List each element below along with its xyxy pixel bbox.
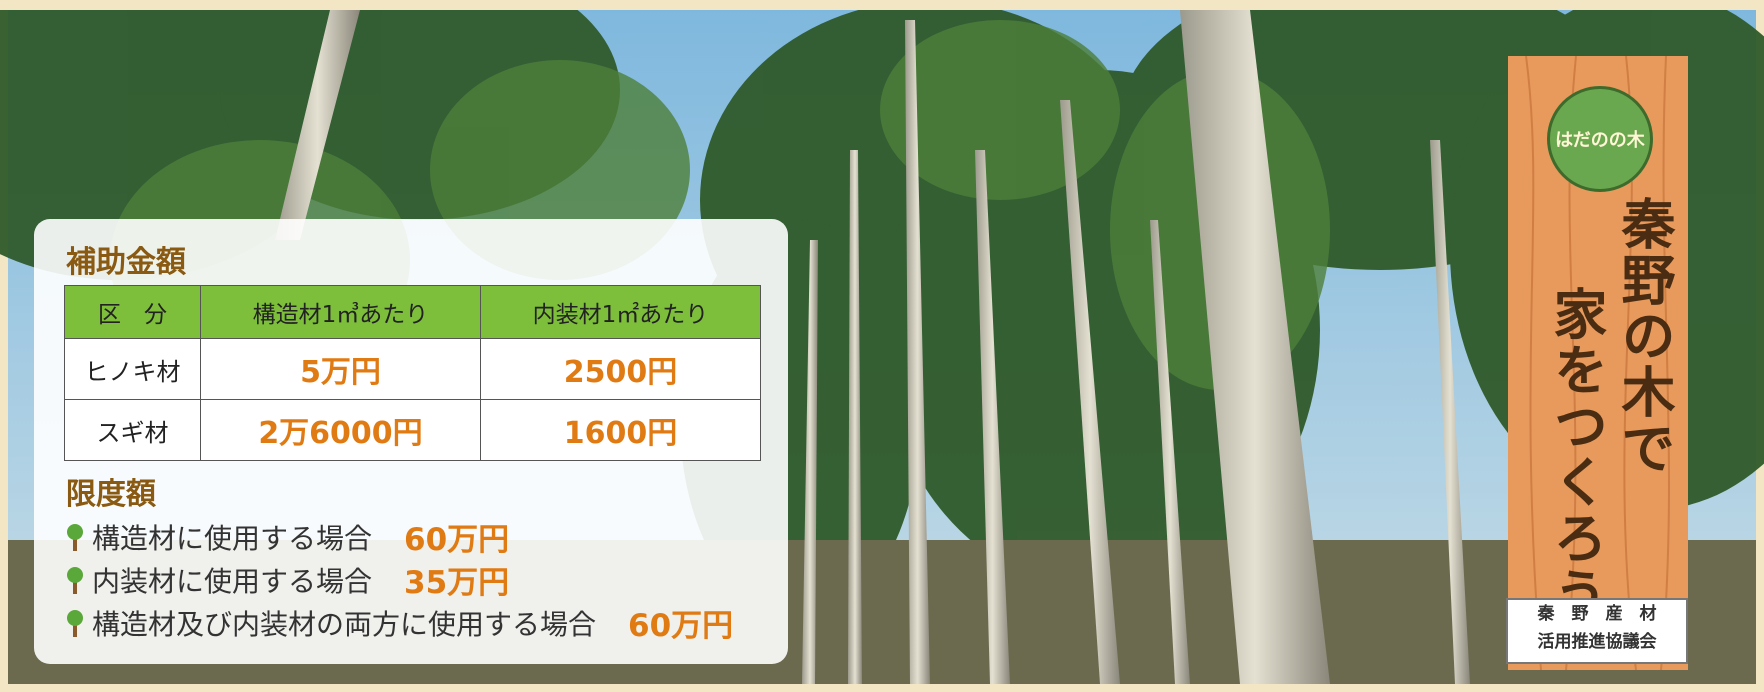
header-cell: 内装材1㎡あたり [481,286,761,339]
row-label: ヒノキ材 [65,339,201,400]
slogan-line: 秦野の木で [1604,196,1683,476]
section-title: 限度額 [66,469,156,513]
amount-cell: 2500円 [481,339,761,400]
org-line: 秦 野 産 材 [1508,600,1686,628]
limit-amount: 60万円 [628,600,733,645]
limit-item: 構造材に使用する場合 60万円 [64,515,733,558]
limit-label: 内装材に使用する場合 [92,560,372,600]
limit-amount: 35万円 [404,557,509,602]
amount-cell: 1600円 [481,400,761,461]
header-cell: 区 分 [65,286,201,339]
org-line: 活用推進協議会 [1508,628,1686,656]
amount-cell: 5万円 [201,339,481,400]
subsidy-table: 区 分 構造材1㎥あたり 内装材1㎡あたり ヒノキ材 5万円 2500円 スギ材… [64,285,761,461]
table-row: スギ材 2万6000円 1600円 [65,400,761,461]
logo: はだのの木 [1547,86,1653,192]
tree-icon [64,609,86,637]
tree-icon [64,523,86,551]
limit-item: 構造材及び内装材の両方に使用する場合 60万円 [64,601,733,644]
row-label: スギ材 [65,400,201,461]
limit-label: 構造材及び内装材の両方に使用する場合 [92,603,596,643]
section-title: 補助金額 [66,237,186,281]
amount-cell: 2万6000円 [201,400,481,461]
table-row: ヒノキ材 5万円 2500円 [65,339,761,400]
tree-icon [64,566,86,594]
organization: 秦 野 産 材 活用推進協議会 [1506,598,1688,664]
limit-amount: 60万円 [404,514,509,559]
limit-item: 内装材に使用する場合 35万円 [64,558,733,601]
slogan-line: 家をつくろう [1536,286,1615,622]
limit-label: 構造材に使用する場合 [92,517,372,557]
subsidy-card: 補助金額 区 分 構造材1㎥あたり 内装材1㎡あたり ヒノキ材 5万円 2500… [34,219,788,664]
header-row: 区 分 構造材1㎥あたり 内装材1㎡あたり [65,286,761,339]
page: 補助金額 区 分 構造材1㎥あたり 内装材1㎡あたり ヒノキ材 5万円 2500… [0,0,1764,692]
banner: はだのの木 秦野の木で 家をつくろう 秦 野 産 材 活用推進協議会 [1496,56,1693,670]
header-cell: 構造材1㎥あたり [201,286,481,339]
